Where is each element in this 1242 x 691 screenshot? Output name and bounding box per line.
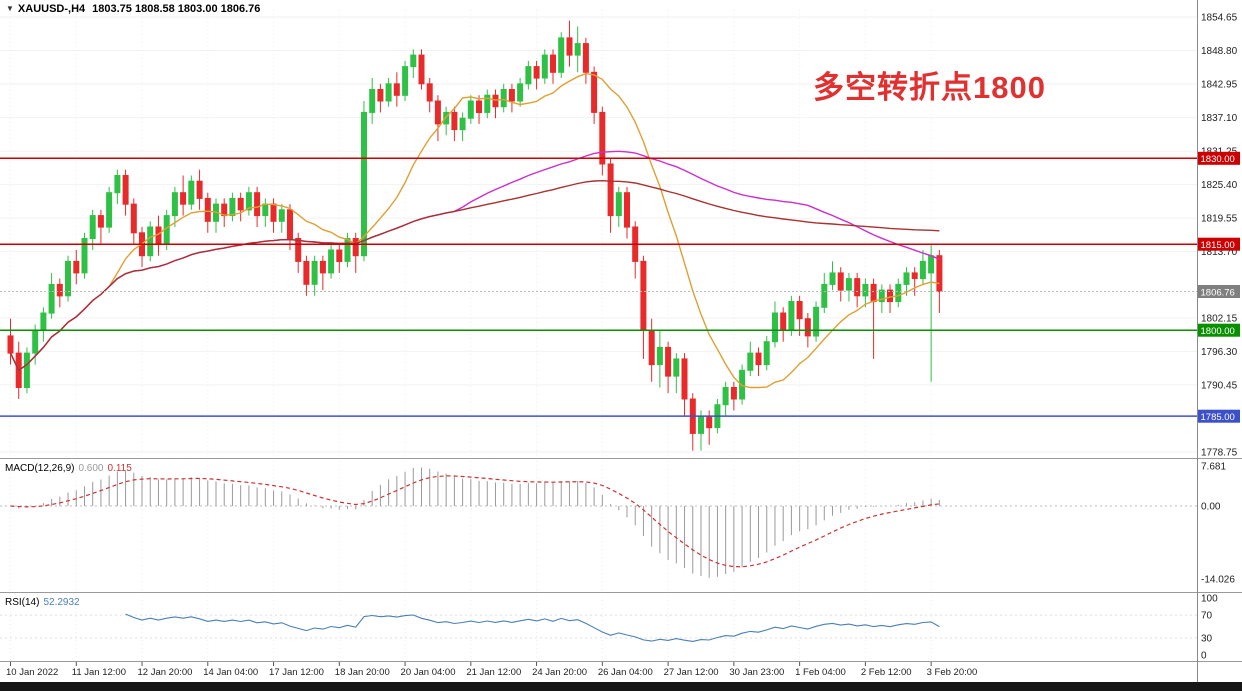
svg-text:1830.00: 1830.00 xyxy=(1201,154,1235,165)
ohlc-values: 1803.75 1808.58 1803.00 1806.76 xyxy=(92,3,261,15)
svg-text:12 Jan 20:00: 12 Jan 20:00 xyxy=(138,667,193,678)
moving-average-lines xyxy=(9,72,940,389)
svg-text:1 Feb 04:00: 1 Feb 04:00 xyxy=(795,667,846,678)
svg-text:27 Jan 12:00: 27 Jan 12:00 xyxy=(664,667,719,678)
svg-text:20 Jan 04:00: 20 Jan 04:00 xyxy=(401,667,456,678)
svg-text:0: 0 xyxy=(1201,651,1207,662)
macd-signal-line xyxy=(10,475,940,568)
svg-text:-14.026: -14.026 xyxy=(1201,575,1235,586)
price-axis[interactable]: 1854.651848.801842.951837.101831.251825.… xyxy=(1201,13,1238,459)
svg-text:0.00: 0.00 xyxy=(1201,502,1221,513)
ma-slow-darkred xyxy=(9,179,940,372)
svg-text:7.681: 7.681 xyxy=(1201,462,1226,473)
macd-axis[interactable]: 7.681 0.00 -14.026 xyxy=(1201,462,1235,586)
svg-text:1785.00: 1785.00 xyxy=(1201,412,1235,423)
price-level-badges: 1830.00 1815.00 1800.00 1785.00 1806.76 xyxy=(1198,151,1240,423)
svg-text:1806.76: 1806.76 xyxy=(1201,287,1235,298)
rsi-axis[interactable]: 100 70 30 0 xyxy=(1201,594,1218,662)
svg-text:1825.40: 1825.40 xyxy=(1201,180,1238,191)
svg-text:10 Jan 2022: 10 Jan 2022 xyxy=(6,667,58,678)
symbol-timeframe-label: XAUUSD-,H4 xyxy=(17,3,86,15)
svg-text:1819.55: 1819.55 xyxy=(1201,214,1238,225)
svg-text:3 Feb 20:00: 3 Feb 20:00 xyxy=(927,667,978,678)
svg-text:1813.70: 1813.70 xyxy=(1201,247,1238,258)
svg-text:1796.30: 1796.30 xyxy=(1201,347,1238,358)
ma-fast-orange xyxy=(9,72,940,389)
svg-text:1778.75: 1778.75 xyxy=(1201,448,1238,459)
horizontal-level-lines xyxy=(0,157,1197,417)
collapse-icon[interactable]: ▼ xyxy=(6,4,14,13)
rsi-line xyxy=(0,613,1197,642)
time-axis[interactable]: 10 Jan 2022 11 Jan 12:00 12 Jan 20:00 14 Ja… xyxy=(6,662,977,678)
svg-text:1815.00: 1815.00 xyxy=(1201,240,1235,251)
rsi-indicator-label: RSI(14) 52.2932 xyxy=(5,597,80,608)
svg-text:1842.95: 1842.95 xyxy=(1201,80,1238,91)
macd-signal-value: 0.115 xyxy=(107,463,132,474)
svg-text:30: 30 xyxy=(1201,633,1213,644)
candles-layer xyxy=(7,20,943,451)
svg-text:1837.10: 1837.10 xyxy=(1201,113,1238,124)
svg-text:30 Jan 23:00: 30 Jan 23:00 xyxy=(729,667,784,678)
svg-text:14 Jan 04:00: 14 Jan 04:00 xyxy=(203,667,258,678)
chart-annotation-text: 多空转折点1800 xyxy=(813,70,1046,105)
svg-text:1802.15: 1802.15 xyxy=(1201,313,1238,324)
svg-text:70: 70 xyxy=(1201,611,1213,622)
svg-text:24 Jan 20:00: 24 Jan 20:00 xyxy=(532,667,587,678)
svg-text:100: 100 xyxy=(1201,594,1218,605)
rsi-label: RSI(14) xyxy=(5,597,40,608)
svg-text:1854.65: 1854.65 xyxy=(1201,13,1238,24)
macd-indicator-label: MACD(12,26,9) 0.600 0.115 xyxy=(5,463,132,474)
svg-text:18 Jan 20:00: 18 Jan 20:00 xyxy=(335,667,390,678)
svg-text:1800.00: 1800.00 xyxy=(1201,326,1235,337)
macd-label: MACD(12,26,9) xyxy=(5,463,75,474)
macd-main-value: 0.600 xyxy=(78,463,104,474)
svg-text:21 Jan 12:00: 21 Jan 12:00 xyxy=(466,667,521,678)
grid-lines xyxy=(0,10,1197,659)
macd-histogram xyxy=(0,467,1197,578)
svg-text:1848.80: 1848.80 xyxy=(1201,46,1238,57)
window-bottom-strip xyxy=(0,682,1242,691)
chart-header: ▼ XAUUSD-,H4 1803.75 1808.58 1803.00 1806.… xyxy=(6,3,260,15)
svg-text:26 Jan 04:00: 26 Jan 04:00 xyxy=(598,667,653,678)
svg-text:1790.45: 1790.45 xyxy=(1201,380,1238,391)
svg-text:17 Jan 12:00: 17 Jan 12:00 xyxy=(269,667,324,678)
svg-text:2 Feb 12:00: 2 Feb 12:00 xyxy=(861,667,912,678)
rsi-value: 52.2932 xyxy=(43,597,80,608)
svg-text:11 Jan 12:00: 11 Jan 12:00 xyxy=(72,667,126,678)
